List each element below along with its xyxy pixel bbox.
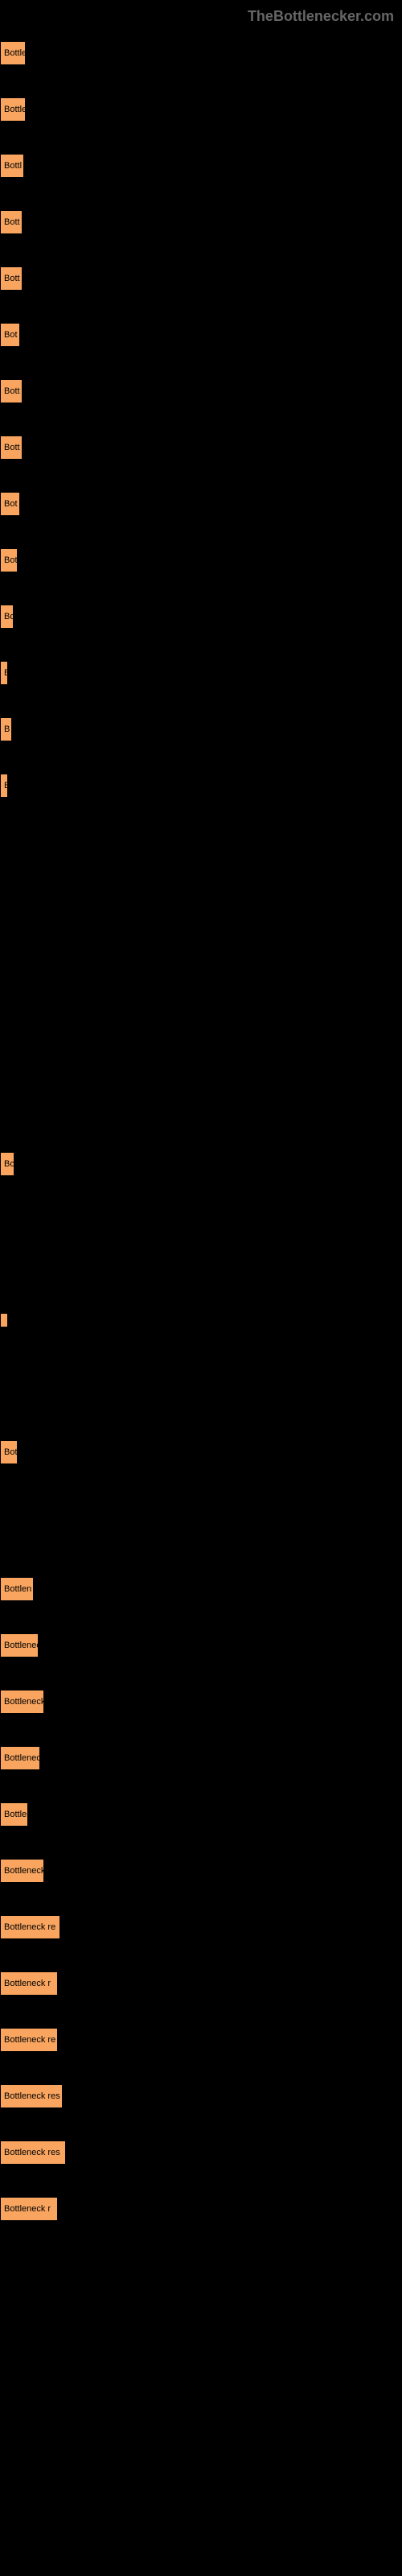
bar-row: Bottleneck res — [0, 2140, 402, 2169]
site-title: TheBottlenecker.com — [248, 8, 394, 24]
page-header: TheBottlenecker.com — [0, 8, 402, 25]
bottleneck-bar: Bottleneck re — [0, 1915, 60, 1939]
bar-row — [0, 1313, 402, 1331]
bar-row: Bott — [0, 210, 402, 238]
bar-row: Bot — [0, 548, 402, 576]
bottleneck-bar: B — [0, 661, 8, 685]
bar-row: Bottl — [0, 154, 402, 182]
bottleneck-bar: Bot — [0, 1440, 18, 1464]
bottleneck-bar: B — [0, 717, 12, 741]
bottleneck-bar: Bot — [0, 492, 20, 516]
bottleneck-bar: Bottl — [0, 154, 24, 178]
spacer — [0, 1360, 402, 1440]
bar-row: Bo — [0, 1152, 402, 1180]
bottleneck-bar — [0, 1313, 8, 1327]
bar-row: Bottleneck r — [0, 1971, 402, 2000]
bottleneck-bar: Bottle — [0, 41, 26, 65]
bar-row: Bott — [0, 266, 402, 295]
bar-row: Bottlen — [0, 1577, 402, 1605]
bottleneck-bar: Bottleneck r — [0, 2197, 58, 2221]
bottleneck-bar: Bott — [0, 266, 23, 291]
bar-row: Bottlenec — [0, 1633, 402, 1662]
bar-row: Bottle — [0, 97, 402, 126]
bar-row: Bo — [0, 605, 402, 633]
bar-row: Bot — [0, 1440, 402, 1468]
bottleneck-bar: Bottleneck res — [0, 2084, 63, 2108]
bottleneck-bar: Bot — [0, 548, 18, 572]
bottleneck-bar: Bott — [0, 436, 23, 460]
bar-row: Bottleneck — [0, 1859, 402, 1887]
bar-row: Bottleneck — [0, 1690, 402, 1718]
bottleneck-bar: Bott — [0, 379, 23, 403]
bottleneck-bar: Bottleneck — [0, 1690, 44, 1714]
bar-row: Bottlen — [0, 1802, 402, 1831]
bar-row: Bottleneck re — [0, 2028, 402, 2056]
bottleneck-bar: Bottlenec — [0, 1746, 40, 1770]
bar-row: Bottlenec — [0, 1746, 402, 1774]
bottleneck-bar: Bottle — [0, 97, 26, 122]
bar-row: Bottle — [0, 41, 402, 69]
bottleneck-bar: Bottleneck res — [0, 2140, 66, 2165]
bottleneck-bar: Bottlenec — [0, 1633, 39, 1657]
bar-row: Bottleneck res — [0, 2084, 402, 2112]
bar-row: B — [0, 774, 402, 802]
bottleneck-bar: Bott — [0, 210, 23, 234]
bottleneck-bar: Bottleneck — [0, 1859, 44, 1883]
bottleneck-bar: Bot — [0, 323, 20, 347]
bar-row: Bot — [0, 323, 402, 351]
bar-row: B — [0, 717, 402, 745]
spacer — [0, 1496, 402, 1577]
bottleneck-bar: Bottlen — [0, 1577, 34, 1601]
bottleneck-bar: Bottleneck r — [0, 1971, 58, 1996]
bar-row: Bot — [0, 492, 402, 520]
spacer — [0, 1208, 402, 1313]
bar-row: B — [0, 661, 402, 689]
spacer — [0, 830, 402, 1152]
bottleneck-bar: Bo — [0, 1152, 14, 1176]
bottleneck-bar: Bottleneck re — [0, 2028, 58, 2052]
bottleneck-bar: Bo — [0, 605, 14, 629]
bar-row: Bottleneck r — [0, 2197, 402, 2225]
bar-row: Bott — [0, 436, 402, 464]
bar-row: Bottleneck re — [0, 1915, 402, 1943]
bottleneck-bar: B — [0, 774, 8, 798]
bottleneck-bar: Bottlen — [0, 1802, 28, 1827]
bar-row: Bott — [0, 379, 402, 407]
